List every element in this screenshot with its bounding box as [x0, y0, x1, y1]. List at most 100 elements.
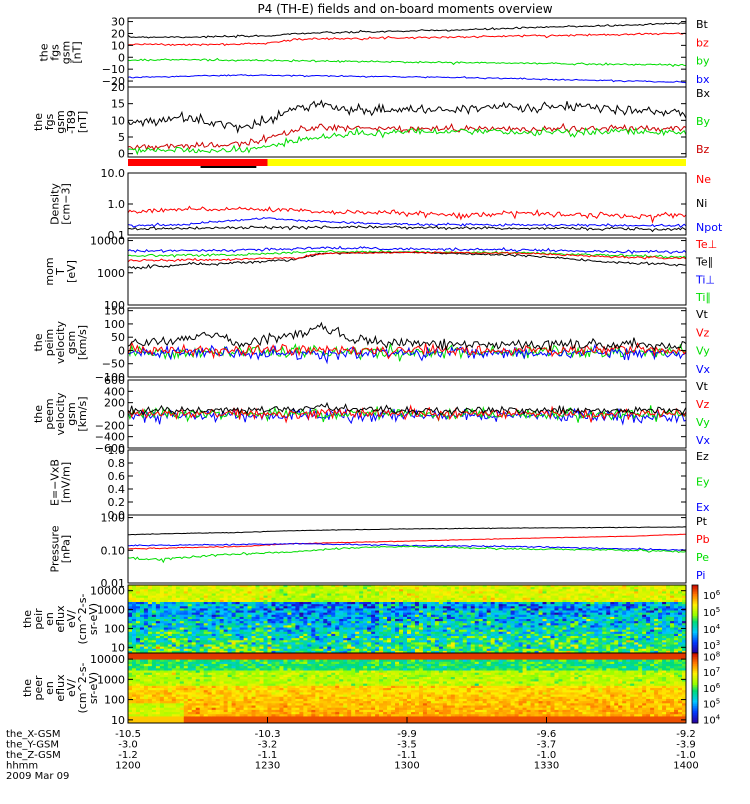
- spectrogram-cells: [128, 585, 687, 654]
- y-tick-label: 0.8: [108, 457, 126, 470]
- series-line-Bz: [128, 124, 686, 150]
- colorbar-tick-label: 106: [703, 589, 721, 602]
- y-tick-label: 10: [111, 114, 125, 127]
- y-axis-label: Pressure[nPa]: [49, 525, 73, 572]
- series-line-bz: [128, 33, 686, 46]
- legend-item: Ni: [696, 197, 707, 210]
- y-tick-label: 10000: [90, 585, 125, 598]
- legend-item: Pi: [696, 569, 705, 582]
- y-tick-label: 50: [111, 331, 125, 344]
- legend-item: Vt: [696, 308, 709, 321]
- y-tick-label: 0.2: [108, 496, 126, 509]
- series-line-Te⊥: [128, 252, 686, 263]
- colorbar-tick-label: 104: [703, 714, 721, 727]
- y-tick-label: 0.10: [101, 544, 126, 557]
- colorbar-tick-label: 106: [703, 682, 721, 695]
- series-line-bx: [128, 75, 686, 83]
- y-tick-label: 1000: [97, 604, 125, 617]
- date-label: 2009 Mar 09: [6, 771, 69, 782]
- y-tick-label: 1.0: [108, 198, 126, 211]
- x-tick-label: 1230: [255, 761, 280, 772]
- svg-text:[km/s]: [km/s]: [76, 396, 89, 431]
- svg-text:[mV/m]: [mV/m]: [60, 462, 73, 503]
- colorbar-tick-label: 107: [703, 666, 720, 679]
- panel-10: 10810710610510410000100010010thepeerenef…: [21, 651, 721, 727]
- y-tick-label: 10: [111, 714, 125, 727]
- y-tick-label: 100: [104, 622, 125, 635]
- legend-item: Vy: [696, 416, 710, 429]
- legend-item: Vy: [696, 345, 710, 358]
- x-tick-label: -1.1: [258, 750, 278, 761]
- y-axis-label: Density[cm−3]: [49, 183, 73, 225]
- svg-text:sr-eV): sr-eV): [87, 603, 100, 635]
- svg-text:[nT]: [nT]: [76, 111, 89, 133]
- series-line-Vx: [128, 409, 686, 425]
- x-tick-label: 1330: [534, 761, 559, 772]
- legend-item: Te⊥: [695, 238, 717, 251]
- x-row-label: hhmm: [6, 761, 38, 772]
- x-tick-label: -1.0: [676, 750, 696, 761]
- legend-item: Npot: [696, 221, 723, 234]
- panels: 3020100−10−20thefgsgsm[nT]Btbzbybx201510…: [21, 16, 723, 727]
- svg-text:[nPa]: [nPa]: [60, 535, 73, 563]
- y-tick-label: 1.0: [108, 444, 126, 457]
- legend-item: Vt: [696, 380, 709, 393]
- series-line-by: [128, 59, 686, 67]
- legend-item: Pe: [696, 551, 709, 564]
- figure-title: P4 (TH-E) fields and on-board moments ov…: [257, 2, 552, 16]
- series-line-Pt: [128, 527, 686, 535]
- panel-frame: [128, 173, 686, 235]
- panel-frame: [128, 308, 686, 377]
- colorbar-tick-label: 104: [703, 623, 721, 636]
- series-line-Npot: [128, 218, 686, 228]
- legend-item: Bt: [696, 18, 709, 31]
- series-line-Ti∥: [128, 250, 686, 258]
- svg-text:[cm−3]: [cm−3]: [60, 183, 73, 225]
- y-tick-label: 10000: [90, 235, 125, 248]
- x-tick-label: 1400: [673, 761, 698, 772]
- legend-item: bz: [696, 36, 709, 49]
- y-tick-label: 0.4: [108, 483, 126, 496]
- colorbar-tick-label: 105: [703, 697, 720, 710]
- svg-text:[eV]: [eV]: [65, 260, 78, 283]
- legend-item: Bx: [696, 87, 711, 100]
- x-row-label: the_X-GSM: [6, 729, 60, 740]
- legend-item: bx: [696, 73, 710, 86]
- panel-frame: [128, 450, 686, 515]
- y-tick-label: 0.6: [108, 470, 126, 483]
- x-tick-label: -3.9: [676, 740, 696, 751]
- x-tick-label: -1.2: [118, 750, 138, 761]
- panel-9: 10610510410310000100010010thepeireneflux…: [21, 585, 721, 655]
- spectrogram-cells: [128, 653, 687, 724]
- svg-text:[km/s]: [km/s]: [76, 325, 89, 360]
- legend-item: Ey: [696, 476, 710, 489]
- series-line-Bt: [128, 23, 686, 38]
- y-tick-label: 0: [118, 148, 125, 161]
- x-tick-label: 1200: [115, 761, 140, 772]
- series-line-Ni: [128, 226, 686, 232]
- legend-item: Pb: [696, 533, 710, 546]
- series-line-Ne: [128, 206, 686, 222]
- legend-item: Vz: [696, 398, 710, 411]
- legend-item: Vx: [696, 434, 711, 447]
- legend-item: By: [696, 115, 711, 128]
- legend-item: Ti⊥: [695, 273, 715, 286]
- panel-frame: [128, 515, 686, 583]
- y-axis-label: E=−VxB[mV/m]: [49, 459, 73, 506]
- legend-item: Vz: [696, 326, 710, 339]
- y-tick-label: 150: [104, 305, 125, 318]
- series-line-Vz: [128, 406, 686, 422]
